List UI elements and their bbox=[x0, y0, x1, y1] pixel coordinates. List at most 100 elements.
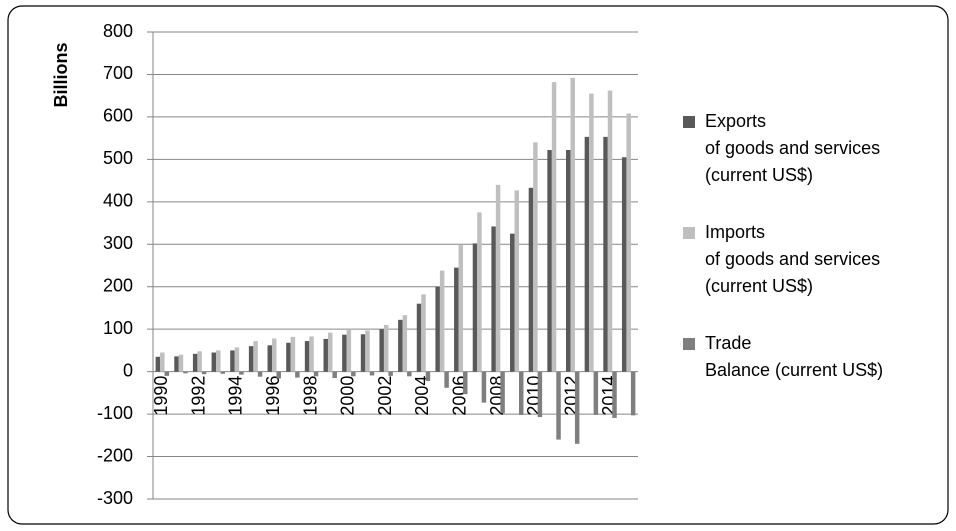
bar bbox=[369, 371, 375, 376]
bar bbox=[234, 347, 240, 372]
y-tick-label: 600 bbox=[103, 106, 133, 126]
bar bbox=[574, 371, 580, 444]
bar bbox=[309, 336, 314, 372]
bar bbox=[407, 371, 412, 377]
x-tick-label: 2000 bbox=[338, 376, 358, 416]
bar bbox=[481, 371, 487, 403]
x-tick-label: 2002 bbox=[375, 376, 395, 416]
bar bbox=[216, 350, 221, 372]
bar bbox=[360, 334, 366, 372]
bar bbox=[556, 371, 561, 440]
y-tick-label: 200 bbox=[103, 275, 133, 295]
x-tick-label: 2004 bbox=[412, 376, 432, 416]
y-axis-label: Billions bbox=[51, 42, 71, 107]
y-tick-label: -100 bbox=[97, 403, 133, 423]
bar bbox=[365, 330, 370, 372]
bar bbox=[518, 371, 524, 415]
bar bbox=[612, 371, 617, 418]
bar bbox=[444, 371, 449, 388]
bar bbox=[510, 233, 515, 372]
legend-label: Exports of goods and services (current U… bbox=[705, 111, 881, 185]
legend-swatch bbox=[683, 227, 695, 239]
bar bbox=[276, 371, 281, 379]
bar bbox=[351, 371, 356, 377]
bar bbox=[197, 351, 202, 372]
bar bbox=[533, 142, 538, 372]
bar bbox=[388, 371, 393, 376]
y-tick-label: 300 bbox=[103, 233, 133, 253]
y-tick-label: 400 bbox=[103, 191, 133, 211]
y-tick-label: 700 bbox=[103, 63, 133, 83]
y-tick-label: 500 bbox=[103, 148, 133, 168]
y-tick-label: 800 bbox=[103, 21, 133, 41]
bar bbox=[458, 245, 464, 372]
bar bbox=[435, 286, 440, 372]
bar bbox=[230, 350, 235, 372]
bar bbox=[477, 212, 482, 372]
legend: Exports of goods and services (current U… bbox=[683, 108, 948, 441]
bar bbox=[398, 319, 403, 372]
bar bbox=[267, 345, 273, 372]
bar bbox=[500, 371, 505, 414]
bar bbox=[160, 352, 165, 372]
bar bbox=[584, 136, 590, 372]
x-tick-label: 1996 bbox=[263, 376, 283, 416]
bar bbox=[421, 294, 426, 372]
y-tick-label: -300 bbox=[97, 488, 133, 508]
bar bbox=[472, 243, 478, 372]
bar bbox=[178, 354, 184, 372]
bar bbox=[621, 157, 627, 372]
y-tick-label: 0 bbox=[123, 360, 133, 380]
bar bbox=[528, 187, 534, 372]
bar bbox=[220, 371, 226, 374]
bar bbox=[439, 270, 445, 372]
bar bbox=[454, 267, 459, 372]
bar bbox=[547, 150, 552, 372]
legend-entry: Exports of goods and services (current U… bbox=[683, 108, 948, 219]
bar bbox=[313, 371, 319, 377]
bar bbox=[327, 332, 333, 372]
bar bbox=[183, 371, 188, 374]
legend-label: Trade Balance (current US$) bbox=[705, 333, 884, 380]
bar bbox=[383, 324, 389, 372]
legend-label: Imports of goods and services (current U… bbox=[705, 222, 881, 296]
bar bbox=[491, 226, 496, 372]
bar bbox=[155, 356, 161, 372]
legend-swatch bbox=[683, 338, 695, 350]
x-tick-label: 1990 bbox=[151, 376, 171, 416]
bar bbox=[257, 371, 263, 377]
bar bbox=[332, 371, 337, 379]
bar bbox=[495, 184, 501, 372]
bar bbox=[514, 190, 519, 372]
bar bbox=[630, 371, 636, 416]
x-tick-label: 1994 bbox=[226, 376, 246, 416]
bar bbox=[342, 334, 347, 372]
x-tick-label: 1992 bbox=[188, 376, 208, 416]
bar bbox=[626, 113, 631, 372]
legend-swatch bbox=[683, 116, 695, 128]
bar bbox=[286, 342, 291, 372]
bar bbox=[537, 371, 543, 418]
bar bbox=[463, 371, 468, 395]
bar bbox=[211, 352, 217, 372]
bar bbox=[248, 346, 254, 372]
bar bbox=[290, 336, 296, 372]
bar bbox=[346, 330, 352, 372]
bar bbox=[379, 329, 384, 372]
bar bbox=[239, 371, 244, 375]
bar bbox=[551, 82, 557, 372]
bar bbox=[593, 371, 599, 415]
x-tick-label: 1998 bbox=[300, 376, 320, 416]
bar bbox=[253, 341, 258, 372]
bar bbox=[323, 338, 328, 372]
legend-entry: Imports of goods and services (current U… bbox=[683, 219, 948, 330]
y-tick-label: 100 bbox=[103, 318, 133, 338]
bar bbox=[272, 338, 277, 372]
bar bbox=[425, 371, 431, 381]
bar bbox=[174, 356, 179, 372]
bar bbox=[201, 371, 207, 375]
y-tick-label: -200 bbox=[97, 445, 133, 465]
bar bbox=[295, 371, 300, 378]
